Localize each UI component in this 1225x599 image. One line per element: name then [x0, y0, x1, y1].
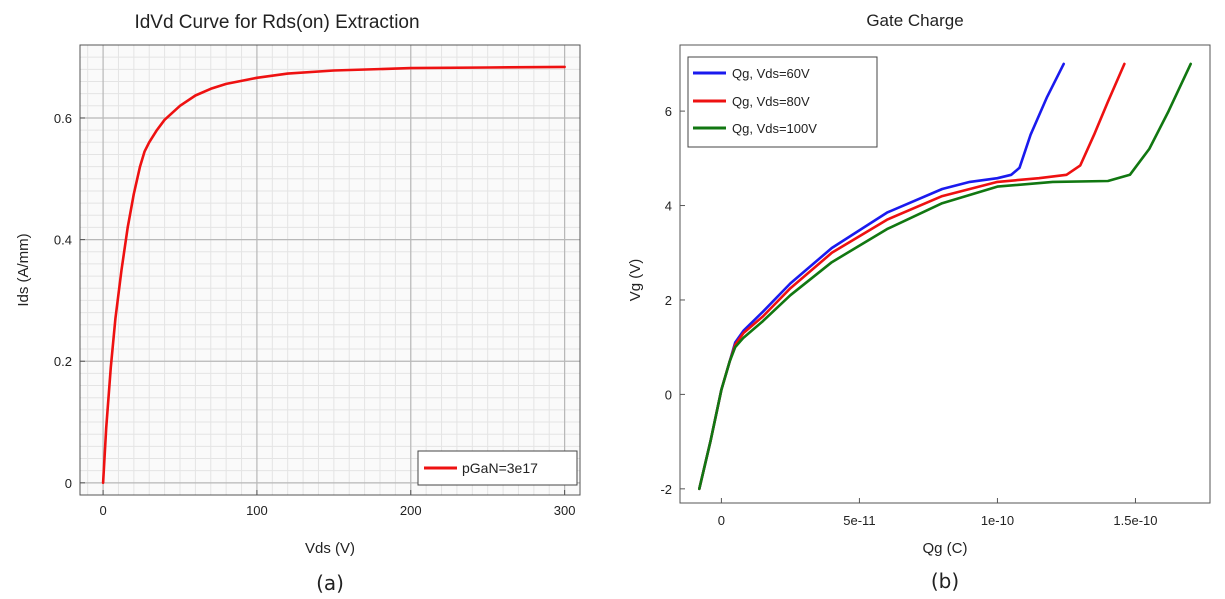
chart-a-y-tick-label: 0 — [65, 476, 72, 491]
chart-a-frame — [79, 44, 581, 496]
chart-b-series-line-2 — [697, 62, 1192, 491]
chart-b-frame — [679, 44, 1211, 504]
chart-b-y-tick-label: 2 — [665, 293, 672, 308]
chart-a-series — [101, 65, 566, 485]
chart-b-x-tick-label: 1e-10 — [981, 513, 1014, 528]
chart-b-legend-label-0: Qg, Vds=60V — [732, 66, 810, 81]
chart-b-xlabel: Qg (C) — [923, 540, 968, 557]
chart-a-legend: pGaN=3e17 — [417, 450, 578, 486]
chart-b-legend-label-1: Qg, Vds=80V — [732, 94, 810, 109]
chart-a-y-tick-label: 0.2 — [54, 354, 72, 369]
chart-a-y-tick-label: 0.4 — [54, 233, 72, 248]
chart-a-x-tick-label: 300 — [554, 503, 576, 518]
chart-b-title: Gate Charge — [866, 11, 963, 30]
chart-a: IdVd Curve for Rds(on) Extraction 0 100 20… — [15, 12, 581, 595]
chart-a-xlabel: Vds (V) — [305, 540, 355, 557]
chart-a-x-tick-label: 100 — [246, 503, 268, 518]
chart-b-ylabel: Vg (V) — [627, 259, 644, 302]
chart-a-plot-bg — [80, 45, 580, 495]
chart-b-legend-label-2: Qg, Vds=100V — [732, 121, 817, 136]
chart-b-y-tick-label: 6 — [665, 104, 672, 119]
chart-a-y-tick-label: 0.6 — [54, 111, 72, 126]
chart-a-legend-label-0: pGaN=3e17 — [462, 460, 538, 476]
chart-b-x-tick-label: 5e-11 — [843, 513, 875, 528]
chart-b-x-tick-label: 0 — [718, 513, 725, 528]
chart-b-legend: Qg, Vds=60V Qg, Vds=80V Qg, Vds=100V — [687, 56, 878, 148]
chart-b-series — [697, 62, 1192, 491]
chart-a-ylabel: Ids (A/mm) — [15, 233, 32, 306]
chart-b-y-tick-label: -2 — [660, 482, 672, 497]
chart-a-title: IdVd Curve for Rds(on) Extraction — [134, 12, 419, 33]
chart-b-x-tick-label: 1.5e-10 — [1113, 513, 1157, 528]
chart-b: Gate Charge 0 5e-11 1e-10 1.5e-10 -2 0 2 4 6 Qg … — [627, 11, 1211, 593]
chart-a-ticks: 0 100 200 300 0 0.2 0.4 0.6 — [54, 111, 576, 518]
chart-b-y-tick-label: 0 — [665, 387, 672, 402]
caption-a: (a) — [316, 571, 344, 595]
chart-a-x-tick-label: 200 — [400, 503, 422, 518]
chart-a-x-tick-label: 0 — [99, 503, 106, 518]
chart-b-ticks: 0 5e-11 1e-10 1.5e-10 -2 0 2 4 6 — [660, 104, 1157, 528]
chart-a-series-line-0 — [101, 65, 566, 485]
caption-b: (b) — [931, 569, 959, 593]
chart-b-y-tick-label: 4 — [665, 199, 672, 214]
